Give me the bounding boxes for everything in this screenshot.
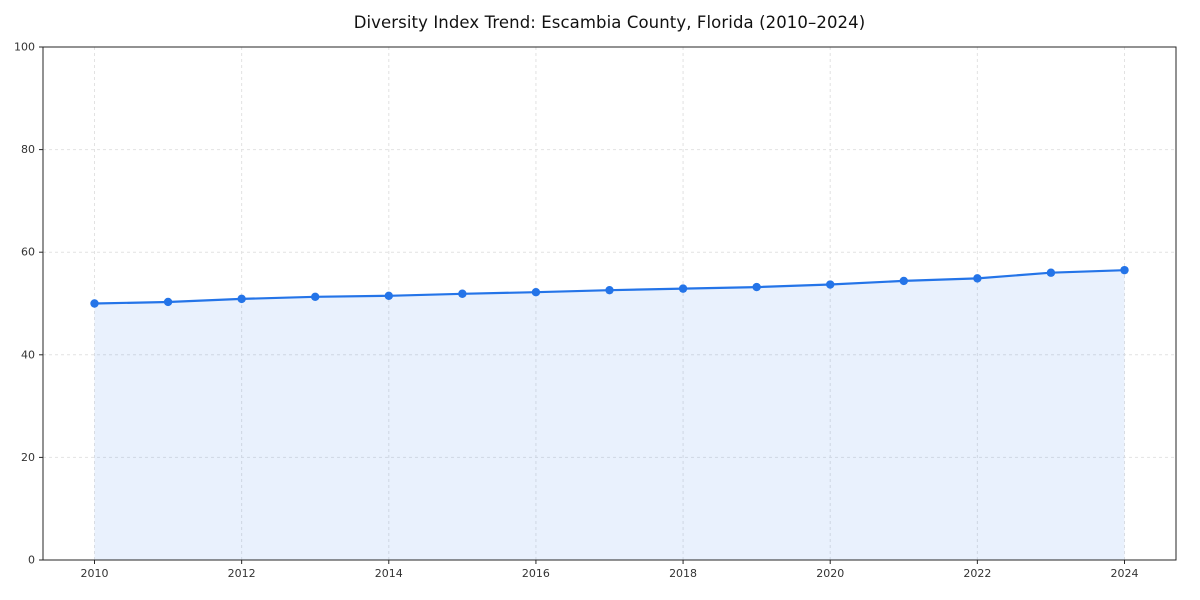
x-tick-label: 2010 bbox=[81, 567, 109, 580]
x-tick-label: 2018 bbox=[669, 567, 697, 580]
y-tick-label: 40 bbox=[21, 348, 35, 361]
plot-border bbox=[42, 46, 1177, 561]
y-tick-label: 20 bbox=[21, 451, 35, 464]
data-point-marker bbox=[678, 284, 688, 293]
x-tick-label: 2020 bbox=[816, 567, 844, 580]
x-tick-label: 2024 bbox=[1111, 567, 1139, 580]
data-point-marker bbox=[458, 289, 467, 298]
data-point-marker bbox=[899, 276, 908, 286]
data-point-marker bbox=[752, 282, 761, 292]
x-tick-label: 2022 bbox=[963, 567, 991, 580]
data-point-marker bbox=[826, 280, 835, 289]
data-point-marker bbox=[531, 288, 541, 297]
data-point-marker bbox=[237, 294, 246, 304]
data-point-marker bbox=[90, 299, 99, 308]
x-tick-label: 2014 bbox=[375, 567, 403, 580]
x-tick-label: 2012 bbox=[228, 567, 256, 580]
y-tick-label: 80 bbox=[21, 143, 35, 156]
data-point-marker bbox=[1120, 265, 1129, 275]
data-point-marker bbox=[384, 291, 393, 301]
chart-title: Diversity Index Trend: Escambia County, … bbox=[353, 13, 866, 32]
y-tick-label: 60 bbox=[21, 246, 35, 259]
y-tick-label: 0 bbox=[28, 554, 35, 567]
data-point-marker bbox=[605, 285, 614, 295]
data-point-marker bbox=[163, 297, 173, 307]
data-point-marker bbox=[1046, 268, 1056, 277]
area-fill bbox=[94, 270, 1125, 560]
data-point-marker bbox=[973, 274, 982, 283]
x-tick-label: 2016 bbox=[522, 567, 550, 580]
data-point-marker bbox=[311, 292, 320, 302]
y-tick-label: 100 bbox=[14, 41, 35, 54]
